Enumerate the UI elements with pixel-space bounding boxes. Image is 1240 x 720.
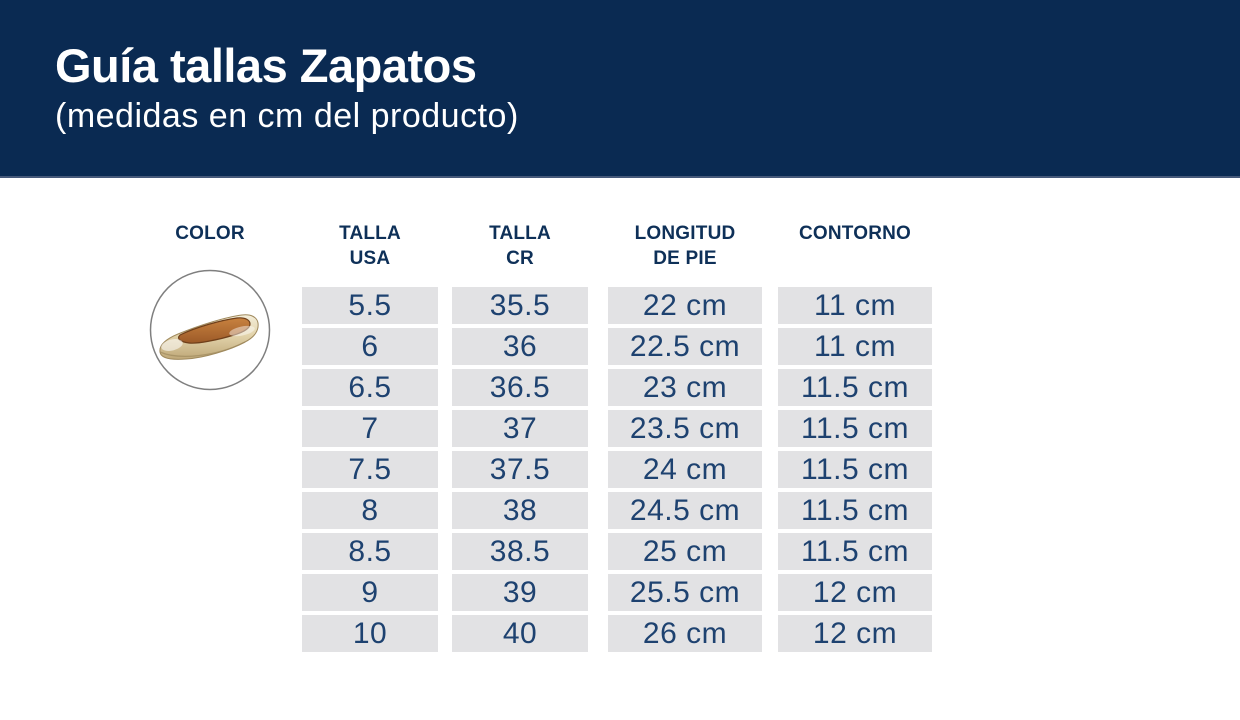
gold-ballet-flat-image (149, 269, 271, 391)
table-cell: 24 cm (608, 451, 762, 488)
table-cell: 11 cm (778, 328, 932, 365)
column-header-talla-cr: TALLA CR (489, 223, 551, 269)
table-cell: 9 (302, 574, 438, 611)
table-cell: 36 (452, 328, 588, 365)
table-cell: 25.5 cm (608, 574, 762, 611)
table-cell: 11 cm (778, 287, 932, 324)
column-talla-cr: TALLA CR 35.5 36 36.5 37 37.5 38 38.5 39… (452, 218, 588, 656)
table-cell: 6 (302, 328, 438, 365)
header-banner: Guía tallas Zapatos (medidas en cm del p… (0, 0, 1240, 178)
table-cell: 25 cm (608, 533, 762, 570)
table-cell: 7 (302, 410, 438, 447)
page-subtitle: (medidas en cm del producto) (55, 96, 519, 135)
table-cell: 37.5 (452, 451, 588, 488)
table-cell: 11.5 cm (778, 533, 932, 570)
table-cell: 22.5 cm (608, 328, 762, 365)
column-header-color: COLOR (175, 223, 245, 244)
table-cell: 22 cm (608, 287, 762, 324)
column-talla-usa: TALLA USA 5.5 6 6.5 7 7.5 8 8.5 9 10 (302, 218, 438, 656)
table-cell: 12 cm (778, 574, 932, 611)
table-cell: 26 cm (608, 615, 762, 652)
table-cell: 11.5 cm (778, 492, 932, 529)
table-cell: 23.5 cm (608, 410, 762, 447)
table-cell: 37 (452, 410, 588, 447)
table-cell: 10 (302, 615, 438, 652)
column-header-longitud-de-pie: LONGITUD DE PIE (634, 223, 736, 269)
column-longitud-de-pie: LONGITUD DE PIE 22 cm 22.5 cm 23 cm 23.5… (608, 218, 762, 656)
table-cell: 5.5 (302, 287, 438, 324)
column-color: COLOR (148, 218, 272, 392)
table-cell: 12 cm (778, 615, 932, 652)
table-cell: 35.5 (452, 287, 588, 324)
table-cell: 38 (452, 492, 588, 529)
table-cell: 11.5 cm (778, 410, 932, 447)
column-contorno: CONTORNO 11 cm 11 cm 11.5 cm 11.5 cm 11.… (778, 218, 932, 656)
table-cell: 38.5 (452, 533, 588, 570)
column-header-contorno: CONTORNO (798, 223, 912, 244)
column-header-talla-usa: TALLA USA (339, 223, 401, 269)
table-cell: 6.5 (302, 369, 438, 406)
table-cell: 24.5 cm (608, 492, 762, 529)
table-cell: 11.5 cm (778, 369, 932, 406)
product-color-swatch (148, 268, 272, 392)
table-cell: 11.5 cm (778, 451, 932, 488)
table-cell: 8 (302, 492, 438, 529)
table-cell: 36.5 (452, 369, 588, 406)
page-title: Guía tallas Zapatos (55, 39, 477, 92)
table-cell: 7.5 (302, 451, 438, 488)
table-cell: 23 cm (608, 369, 762, 406)
table-cell: 8.5 (302, 533, 438, 570)
table-cell: 40 (452, 615, 588, 652)
table-cell: 39 (452, 574, 588, 611)
size-guide-table: COLOR (148, 218, 932, 656)
